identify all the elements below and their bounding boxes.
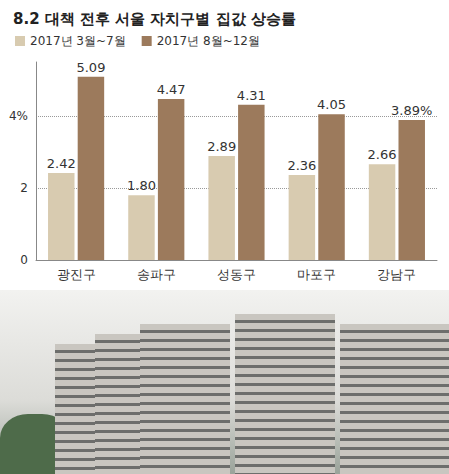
svg-text:성동구: 성동구	[217, 267, 256, 282]
svg-text:광진구: 광진구	[57, 267, 96, 282]
svg-text:5.09: 5.09	[76, 60, 105, 75]
svg-text:4%: 4%	[9, 109, 28, 123]
svg-text:4.05: 4.05	[317, 97, 346, 112]
svg-text:3.89%: 3.89%	[391, 103, 432, 118]
svg-text:2: 2	[20, 181, 28, 195]
svg-text:2.89: 2.89	[207, 139, 236, 154]
svg-text:2017년 8월~12월: 2017년 8월~12월	[157, 34, 260, 48]
svg-text:2.66: 2.66	[368, 147, 397, 162]
svg-text:2.42: 2.42	[47, 156, 76, 171]
svg-text:8.2 대책 전후 서울 자치구별 집값 상승률: 8.2 대책 전후 서울 자치구별 집값 상승률	[13, 10, 296, 28]
svg-text:2017년 3월~7월: 2017년 3월~7월	[30, 34, 126, 48]
svg-text:마포구: 마포구	[297, 267, 336, 282]
svg-text:2.36: 2.36	[287, 158, 316, 173]
svg-text:4.47: 4.47	[157, 82, 186, 97]
svg-text:송파구: 송파구	[137, 267, 176, 282]
svg-text:강남구: 강남구	[377, 267, 416, 282]
svg-text:4.31: 4.31	[237, 88, 266, 103]
svg-text:1.80: 1.80	[127, 178, 156, 193]
svg-text:0: 0	[20, 253, 28, 267]
